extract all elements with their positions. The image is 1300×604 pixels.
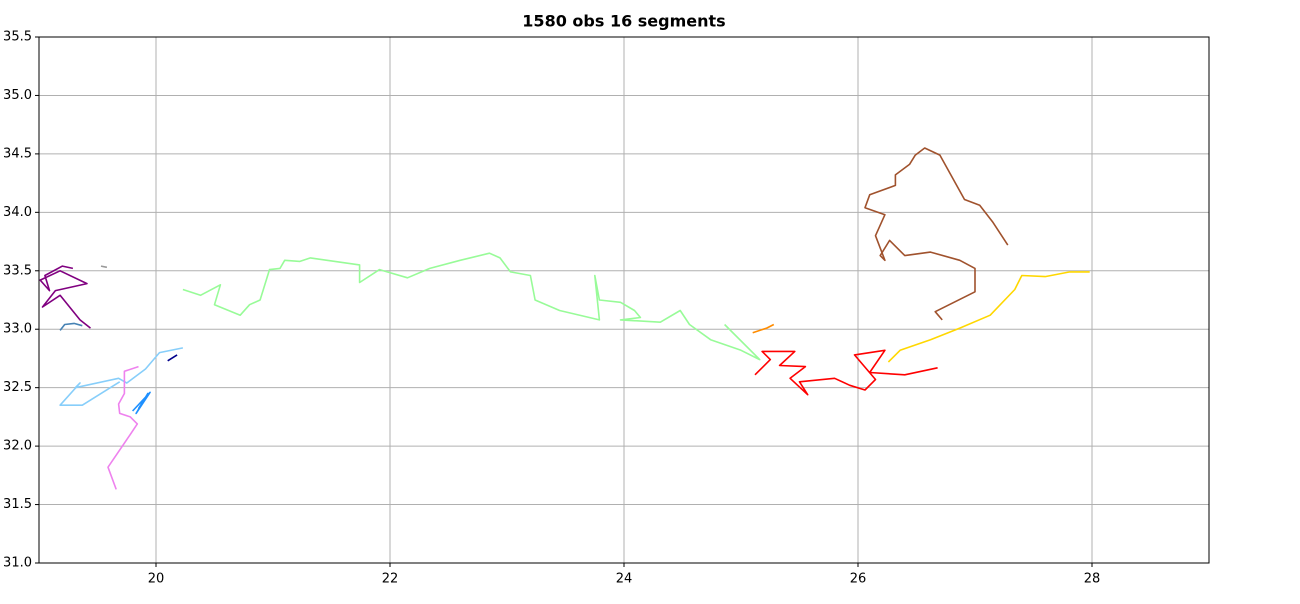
y-tick-label: 34.0 xyxy=(3,205,32,220)
segment-line xyxy=(864,147,1009,321)
chart-title: 1580 obs 16 segments xyxy=(522,12,725,31)
segment-line xyxy=(59,347,184,406)
x-tick-label: 22 xyxy=(382,572,399,587)
segment-line xyxy=(887,271,1090,363)
x-tick-label: 28 xyxy=(1084,572,1101,587)
segment-line xyxy=(182,252,761,361)
segment-line xyxy=(167,354,178,362)
segment-line xyxy=(752,323,775,334)
y-tick-label: 35.0 xyxy=(3,88,32,103)
segment-line xyxy=(59,322,83,331)
y-tick-label: 32.5 xyxy=(3,380,32,395)
x-tick-label: 20 xyxy=(148,572,165,587)
y-tick-label: 34.5 xyxy=(3,146,32,161)
x-tick-label: 24 xyxy=(616,572,633,587)
y-tick-label: 32.0 xyxy=(3,439,32,454)
y-tick-label: 31.0 xyxy=(3,556,32,571)
y-tick-label: 35.5 xyxy=(3,30,32,45)
segment-line xyxy=(39,265,91,329)
y-tick-label: 33.5 xyxy=(3,263,32,278)
y-tick-label: 33.0 xyxy=(3,322,32,337)
segment-line xyxy=(132,391,151,415)
segment-line xyxy=(107,365,139,490)
x-tick-label: 26 xyxy=(850,572,867,587)
y-tick-label: 31.5 xyxy=(3,497,32,512)
plot-frame xyxy=(38,36,1210,564)
segment-line xyxy=(100,265,108,269)
segment-line xyxy=(754,349,938,396)
